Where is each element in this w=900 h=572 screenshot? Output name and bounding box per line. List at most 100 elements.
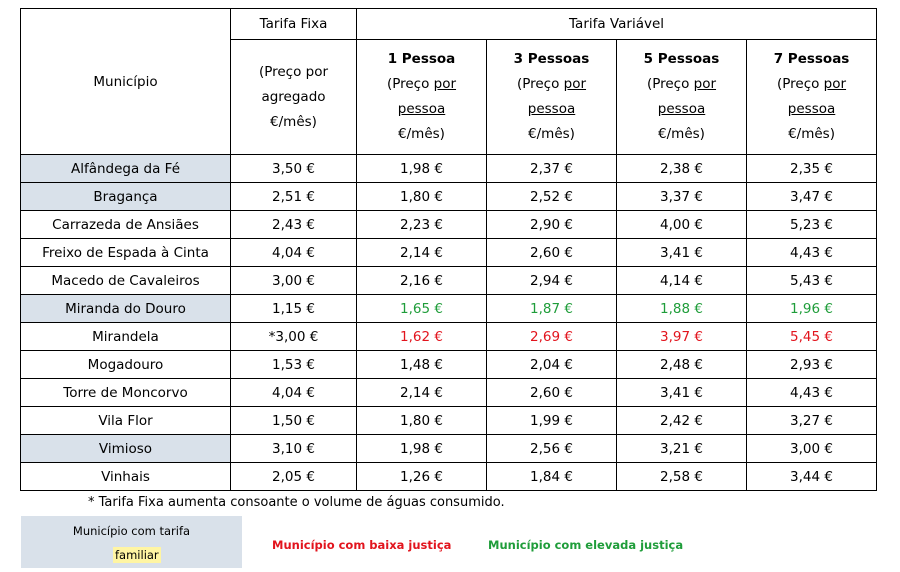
table-row: Vimioso 3,10 € 1,98 € 2,56 € 3,21 € 3,00… (20, 434, 878, 463)
p7-cell: 3,27 € (745, 406, 878, 435)
fixa-cell: 2,05 € (230, 462, 357, 491)
header-fixa-line: €/mês) (270, 113, 317, 130)
p3-cell: 1,99 € (486, 406, 617, 435)
p1-cell: 1,26 € (356, 462, 487, 491)
header-col-title: 5 Pessoas (643, 51, 720, 67)
fixa-cell: 3,00 € (230, 266, 357, 295)
fixa-cell: 1,53 € (230, 350, 357, 379)
table-row: Vinhais 2,05 € 1,26 € 1,84 € 2,58 € 3,44… (20, 462, 878, 491)
p3-cell: 2,37 € (486, 154, 617, 183)
p3-cell: 2,60 € (486, 378, 617, 407)
municipio-cell: Carrazeda de Ansiães (20, 210, 231, 239)
p1-cell: 2,16 € (356, 266, 487, 295)
fixa-cell: 3,50 € (230, 154, 357, 183)
legend-familiar: Município com tarifa familiar (21, 516, 242, 568)
header-col-line: €/mês) (658, 126, 705, 142)
p3-cell: 2,94 € (486, 266, 617, 295)
p7-cell: 2,93 € (745, 350, 878, 379)
p3-cell: 2,52 € (486, 182, 617, 211)
p3-cell: 1,84 € (486, 462, 617, 491)
p5-cell: 3,97 € (616, 322, 747, 351)
fixa-cell: 2,43 € (230, 210, 357, 239)
header-municipio: Município (20, 8, 231, 155)
header-col-line: pessoa (397, 101, 446, 117)
header-col-line: (Preço por (516, 76, 587, 92)
header-col-3: 3 Pessoas (Preço por pessoa €/mês) (486, 39, 617, 155)
p7-cell: 5,43 € (745, 266, 878, 295)
header-col-line: €/mês) (528, 126, 575, 142)
fixa-cell: 1,50 € (230, 406, 357, 435)
municipio-cell: Bragança (20, 182, 231, 211)
table-row: Mogadouro 1,53 € 1,48 € 2,04 € 2,48 € 2,… (20, 350, 878, 379)
legend-baixa-justica: Município com baixa justiça (272, 538, 452, 552)
header-col-line: (Preço por (386, 76, 457, 92)
municipio-cell: Mogadouro (20, 350, 231, 379)
legend-familiar-line1: Município com tarifa (72, 524, 191, 538)
p5-cell: 1,88 € (616, 294, 747, 323)
table-row: Bragança 2,51 € 1,80 € 2,52 € 3,37 € 3,4… (20, 182, 878, 211)
p1-cell: 1,98 € (356, 434, 487, 463)
header-col-line: pessoa (787, 101, 836, 117)
header-col-line: (Preço por (646, 76, 717, 92)
p3-cell: 2,04 € (486, 350, 617, 379)
header-col-title: 3 Pessoas (513, 51, 590, 67)
header-col-title: 1 Pessoa (387, 51, 456, 67)
p5-cell: 3,21 € (616, 434, 747, 463)
p7-cell: 3,47 € (745, 182, 878, 211)
p5-cell: 3,37 € (616, 182, 747, 211)
municipio-cell: Vila Flor (20, 406, 231, 435)
header-col-line: (Preço por (776, 76, 847, 92)
p7-cell: 2,35 € (745, 154, 878, 183)
municipio-cell: Miranda do Douro (20, 294, 231, 323)
p7-cell: 3,00 € (745, 434, 878, 463)
header-tarifa-fixa: Tarifa Fixa (230, 8, 357, 40)
p3-cell: 2,56 € (486, 434, 617, 463)
header-col-line: €/mês) (398, 126, 445, 142)
p7-cell: 5,23 € (745, 210, 878, 239)
header-col-line: €/mês) (788, 126, 835, 142)
footnote: * Tarifa Fixa aumenta consoante o volume… (88, 495, 505, 510)
p7-cell: 1,96 € (745, 294, 878, 323)
p1-cell: 1,62 € (356, 322, 487, 351)
p1-cell: 1,65 € (356, 294, 487, 323)
header-col-line: pessoa (527, 101, 576, 117)
fixa-cell: 2,51 € (230, 182, 357, 211)
fixa-cell: *3,00 € (230, 322, 357, 351)
p5-cell: 4,00 € (616, 210, 747, 239)
header-col-title: 7 Pessoas (773, 51, 850, 67)
p5-cell: 2,38 € (616, 154, 747, 183)
p3-cell: 2,90 € (486, 210, 617, 239)
table-row: Carrazeda de Ansiães 2,43 € 2,23 € 2,90 … (20, 210, 878, 239)
table-row: Miranda do Douro 1,15 € 1,65 € 1,87 € 1,… (20, 294, 878, 323)
p1-cell: 1,98 € (356, 154, 487, 183)
p5-cell: 2,58 € (616, 462, 747, 491)
header-fixa-sub: (Preço por agregado €/mês) (230, 39, 357, 155)
legend-familiar-line2: familiar (113, 547, 161, 563)
fixa-cell: 4,04 € (230, 378, 357, 407)
legend-elevada-justica: Município com elevada justiça (488, 538, 684, 552)
p7-cell: 3,44 € (745, 462, 878, 491)
p5-cell: 2,42 € (616, 406, 747, 435)
p1-cell: 1,80 € (356, 182, 487, 211)
header-tarifa-variavel: Tarifa Variável (355, 8, 878, 40)
header-col-7: 7 Pessoas (Preço por pessoa €/mês) (745, 39, 878, 155)
p1-cell: 2,14 € (356, 378, 487, 407)
table-row: Alfândega da Fé 3,50 € 1,98 € 2,37 € 2,3… (20, 154, 878, 183)
p7-cell: 5,45 € (745, 322, 878, 351)
tariff-table: Município Tarifa Fixa Tarifa Variável (P… (20, 8, 878, 491)
table-row: Mirandela *3,00 € 1,62 € 2,69 € 3,97 € 5… (20, 322, 878, 351)
table-row: Torre de Moncorvo 4,04 € 2,14 € 2,60 € 3… (20, 378, 878, 407)
header-col-line: pessoa (657, 101, 706, 117)
p5-cell: 2,48 € (616, 350, 747, 379)
p5-cell: 3,41 € (616, 378, 747, 407)
p3-cell: 2,60 € (486, 238, 617, 267)
p1-cell: 1,80 € (356, 406, 487, 435)
table-row: Macedo de Cavaleiros 3,00 € 2,16 € 2,94 … (20, 266, 878, 295)
municipio-cell: Vinhais (20, 462, 231, 491)
table-row: Freixo de Espada à Cinta 4,04 € 2,14 € 2… (20, 238, 878, 267)
p5-cell: 4,14 € (616, 266, 747, 295)
municipio-cell: Alfândega da Fé (20, 154, 231, 183)
municipio-cell: Vimioso (20, 434, 231, 463)
header-col-1: 1 Pessoa (Preço por pessoa €/mês) (356, 39, 487, 155)
